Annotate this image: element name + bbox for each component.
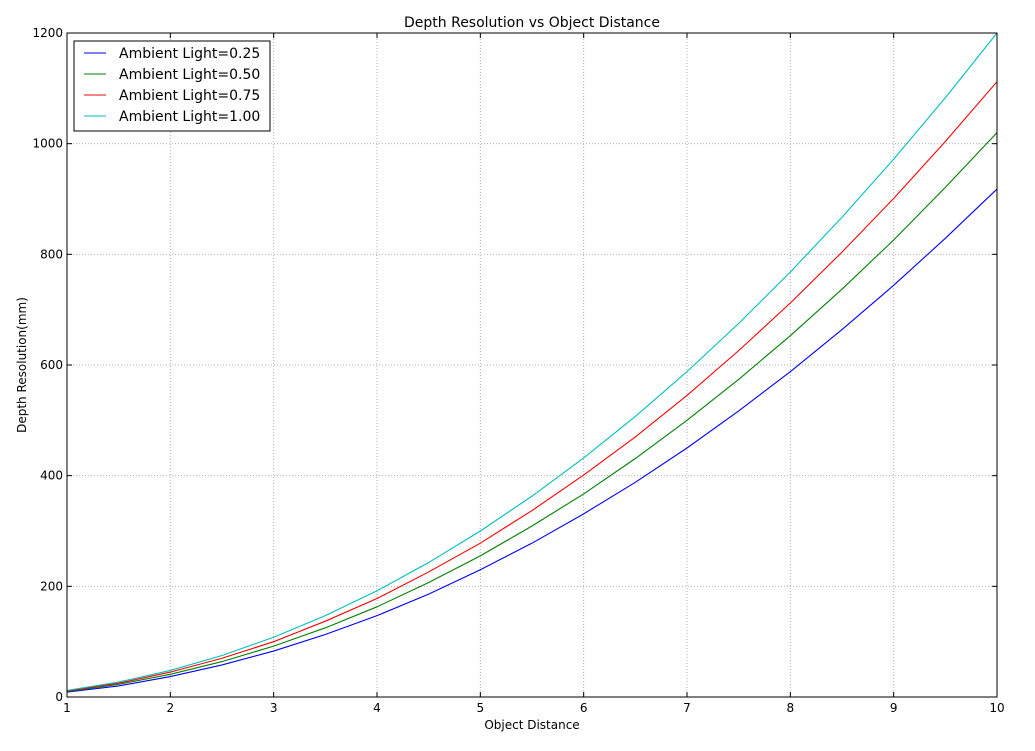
legend-label: Ambient Light=0.75 xyxy=(119,88,260,104)
legend: Ambient Light=0.25 Ambient Light=0.50 Ambi… xyxy=(73,40,271,132)
x-tick-label: 3 xyxy=(270,701,278,715)
y-tick-label: 600 xyxy=(40,358,63,372)
y-tick-label: 1000 xyxy=(32,137,63,151)
x-tick-label: 2 xyxy=(167,701,175,715)
series-line-3 xyxy=(66,81,998,692)
y-tick-label: 400 xyxy=(40,469,63,483)
series-line-1 xyxy=(66,188,998,693)
legend-label: Ambient Light=1.00 xyxy=(119,109,260,125)
x-axis-label: Object Distance xyxy=(484,718,579,732)
series-layer xyxy=(66,32,998,693)
legend-box xyxy=(73,40,271,132)
legend-label: Ambient Light=0.25 xyxy=(119,46,260,62)
legend-label: Ambient Light=0.50 xyxy=(119,67,260,83)
y-tick-label: 0 xyxy=(55,690,63,704)
series-line-2 xyxy=(66,132,998,693)
x-tick-label: 6 xyxy=(580,701,588,715)
y-tick-label: 200 xyxy=(40,579,63,593)
x-tick-label: 5 xyxy=(477,701,485,715)
x-tick-label: 9 xyxy=(890,701,898,715)
chart-title: Depth Resolution vs Object Distance xyxy=(404,15,660,31)
x-tick-label: 8 xyxy=(787,701,795,715)
x-tick-label: 4 xyxy=(373,701,381,715)
y-tick-label: 1200 xyxy=(32,26,63,40)
x-tick-label: 1 xyxy=(63,701,71,715)
x-tick-label: 10 xyxy=(989,701,1004,715)
y-tick-label: 800 xyxy=(40,247,63,261)
y-axis-label: Depth Resolution(mm) xyxy=(15,297,29,433)
series-line-4 xyxy=(66,32,998,691)
x-tick-label: 7 xyxy=(683,701,691,715)
tick-layer: 1 2 3 4 5 6 7 8 9 10 0 200 400 600 800 1000 1200 xyxy=(32,26,1004,715)
